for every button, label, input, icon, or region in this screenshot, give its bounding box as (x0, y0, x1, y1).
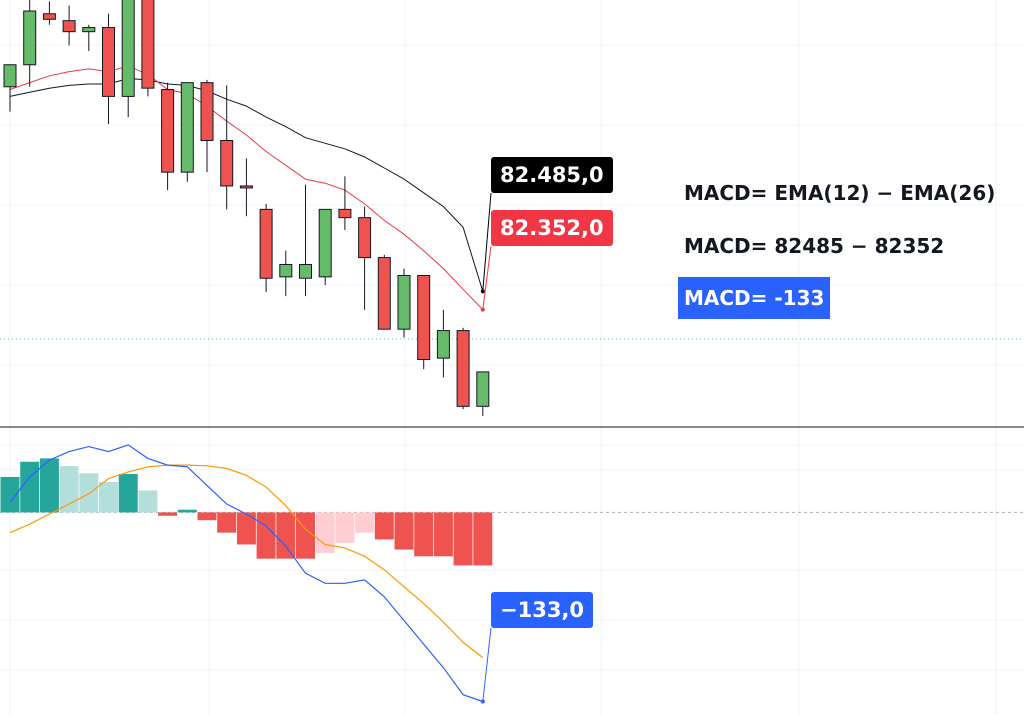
candle (62, 5, 76, 46)
histogram-bar (0, 476, 20, 513)
candle (200, 79, 214, 173)
candle-body (279, 263, 293, 278)
formula-line-2: MACD= 82485 − 82352 (684, 234, 945, 258)
candle-body (42, 13, 56, 20)
histogram-bar (99, 482, 118, 513)
histogram-bar (217, 512, 237, 533)
candle-body (358, 217, 372, 259)
histogram-bar (473, 512, 493, 566)
histogram-bar (355, 512, 375, 533)
candle (3, 64, 17, 112)
candle-body (377, 257, 391, 330)
ema-slow-price-label: 82.485,0 (491, 157, 613, 193)
histogram-bar (158, 512, 178, 516)
candle-body (338, 208, 352, 219)
ema-fast-price-label: 82.352,0 (491, 210, 613, 246)
candle-body (259, 208, 273, 279)
histogram-bar (177, 509, 197, 513)
candle (358, 206, 372, 310)
candle (338, 176, 352, 231)
candle-body (161, 89, 175, 173)
histogram-bar (276, 512, 296, 559)
formula-line-3: MACD= -133 (678, 277, 831, 319)
histogram-bar (79, 473, 99, 513)
histogram-bar (236, 512, 256, 545)
candle (436, 309, 450, 378)
candle (102, 13, 115, 124)
candle (318, 208, 332, 286)
histogram-bar (296, 512, 315, 559)
histogram-bar (256, 512, 276, 559)
candle (82, 24, 96, 51)
candle-body (220, 139, 234, 187)
macd-pane (0, 444, 1024, 704)
histogram-bar (394, 512, 414, 550)
histogram-bar (335, 512, 355, 543)
histogram-bar (414, 512, 434, 557)
candle-body (102, 27, 115, 97)
signal-line (9, 464, 484, 659)
candle (180, 82, 194, 182)
candle (299, 184, 312, 297)
candle (259, 203, 273, 293)
candle (121, 0, 135, 118)
candle (279, 250, 293, 297)
histogram-bar (20, 461, 40, 513)
candle-body (476, 371, 490, 407)
candle (417, 274, 431, 370)
candle-body (23, 10, 37, 66)
ema-fast-line (9, 65, 484, 310)
candle-body (299, 263, 312, 279)
candle-body (239, 185, 253, 189)
candle-body (397, 274, 411, 330)
candle (23, 0, 37, 87)
candle-body (3, 64, 17, 88)
ema-slow-connector (482, 192, 492, 292)
ema-fast-connector (482, 245, 492, 310)
candle-body (456, 330, 470, 407)
candle-body (318, 208, 332, 278)
formula-line-1: MACD= EMA(12) − EMA(26) (684, 181, 996, 205)
histogram-bar (374, 512, 394, 540)
candle-body (62, 20, 76, 33)
histogram-bar (315, 512, 335, 553)
macd-connector (482, 627, 492, 702)
histogram-bar (453, 512, 473, 566)
ema-slow-line (9, 77, 484, 292)
histogram-bar (39, 458, 59, 513)
candle (141, 0, 155, 97)
histogram-bar (138, 490, 158, 513)
candle-body (121, 0, 135, 97)
candle (161, 82, 175, 191)
candle-body (417, 274, 431, 361)
candle (220, 85, 234, 210)
candle (456, 327, 470, 410)
histogram-bar (118, 473, 138, 513)
candle-body (82, 27, 96, 33)
candle-body (180, 82, 194, 173)
candle-body (436, 330, 450, 359)
candle (239, 158, 253, 217)
macd-line (9, 444, 483, 703)
candle (42, 1, 56, 25)
histogram-bar (433, 512, 453, 557)
price-pane (3, 0, 492, 416)
candle (377, 254, 391, 330)
histogram-bar (59, 466, 79, 513)
histogram-bar (197, 512, 217, 521)
candle (476, 371, 490, 416)
candle-body (141, 0, 155, 89)
macd-value-label: −133,0 (491, 592, 594, 628)
candle-body (200, 82, 214, 141)
candle (397, 268, 411, 338)
